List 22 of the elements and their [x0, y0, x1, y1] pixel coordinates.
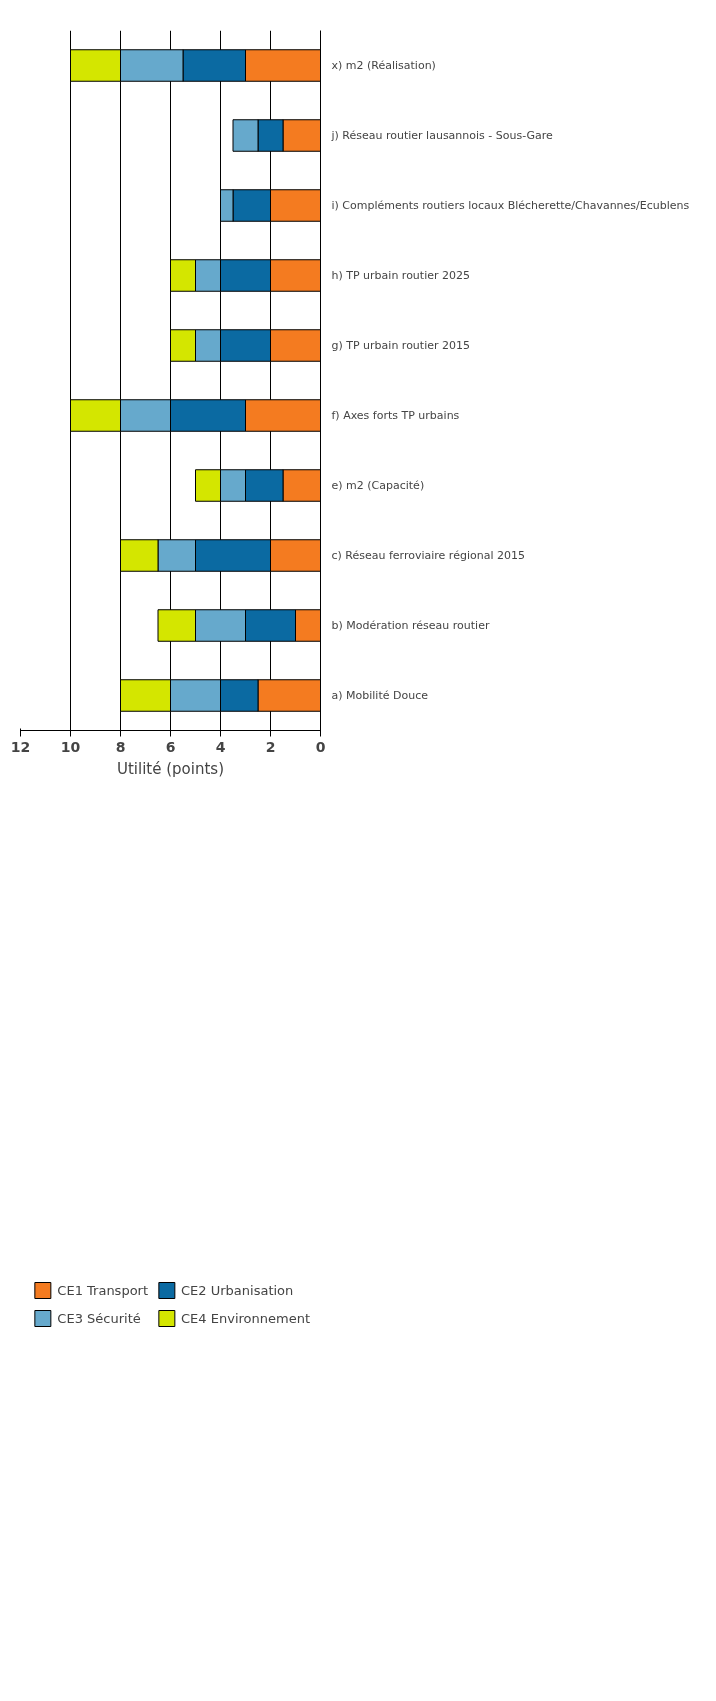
x-tick-label: 6: [165, 738, 176, 755]
x-tick-label: 12: [10, 738, 31, 755]
legend-label: CE1 Transport: [57, 1282, 149, 1298]
x-axis-title: Utilité (points): [116, 759, 225, 778]
y-tick-label: a) Mobilité Douce: [331, 689, 429, 702]
x-tick-label: 8: [115, 738, 126, 755]
y-tick-label: j) Réseau routier lausannois - Sous-Gare: [330, 129, 554, 142]
y-tick-label: h) TP urbain routier 2025: [331, 269, 470, 282]
y-tick-label: e) m2 (Capacité): [331, 479, 425, 492]
y-tick-label: g) TP urbain routier 2015: [331, 339, 470, 352]
y-tick-label: c) Réseau ferroviaire régional 2015: [331, 549, 525, 562]
y-tick-label: i) Compléments routiers locaux Blécherette/Chavannes/Ecublens: [331, 199, 690, 212]
x-tick-label: 2: [265, 738, 276, 755]
legend-label: CE3 Sécurité: [57, 1310, 141, 1326]
y-tick-label: b) Modération réseau routier: [331, 619, 490, 632]
y-tick-label: f) Axes forts TP urbains: [331, 409, 460, 422]
legend-label: CE2 Urbanisation: [181, 1282, 294, 1298]
x-tick-label: 0: [315, 738, 326, 755]
x-tick-label: 4: [215, 738, 226, 755]
x-tick-label: 10: [60, 738, 81, 755]
legend-label: CE4 Environnement: [181, 1310, 310, 1326]
y-tick-label: x) m2 (Réalisation): [331, 59, 436, 72]
